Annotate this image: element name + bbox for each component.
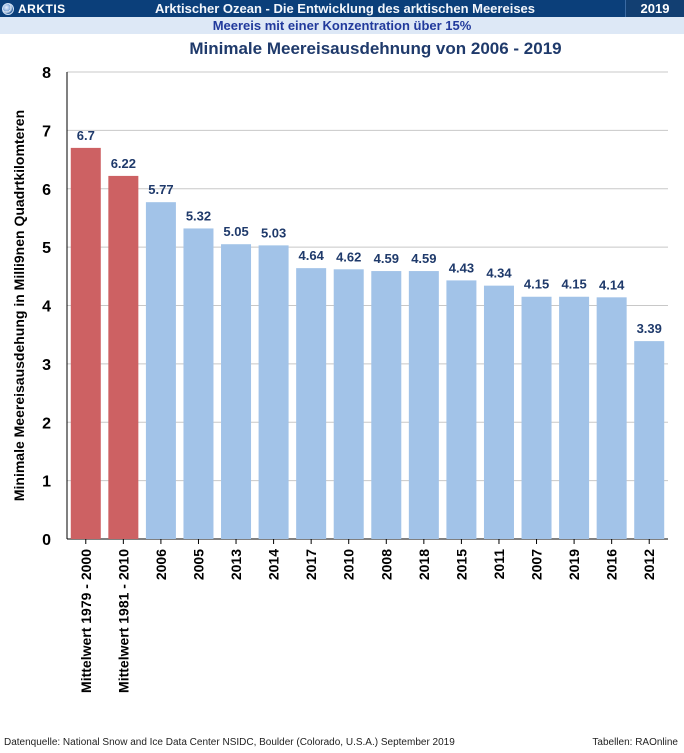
bar xyxy=(521,296,552,539)
x-tick-label: 2014 xyxy=(266,549,282,580)
x-tick-label: 2011 xyxy=(491,549,507,580)
data-label: 4.64 xyxy=(299,248,325,263)
data-source: Datenquelle: National Snow and Ice Data … xyxy=(4,737,455,748)
data-label: 4.62 xyxy=(336,249,361,264)
data-label: 6.7 xyxy=(77,128,95,143)
bar xyxy=(483,285,514,539)
bar xyxy=(183,228,214,539)
data-label: 6.22 xyxy=(111,156,136,171)
y-tick-label: 7 xyxy=(42,123,51,140)
data-label: 4.43 xyxy=(449,260,474,275)
data-label: 4.34 xyxy=(486,266,512,281)
bar xyxy=(70,147,101,539)
y-tick-label: 8 xyxy=(42,65,51,82)
data-label: 4.59 xyxy=(374,251,399,266)
bar xyxy=(446,280,477,539)
year-badge: 2019 xyxy=(625,0,684,17)
x-tick-label: 2010 xyxy=(341,549,357,580)
data-label: 5.32 xyxy=(186,208,211,223)
y-tick-label: 1 xyxy=(42,474,51,491)
x-tick-label: Mittelwert 1979 - 2000 xyxy=(78,549,94,693)
x-tick-label: Mittelwert 1981 - 2010 xyxy=(115,549,131,693)
bar xyxy=(221,244,252,540)
data-label: 3.39 xyxy=(637,321,662,336)
x-tick-label: 2005 xyxy=(190,549,206,580)
y-tick-label: 3 xyxy=(42,357,51,374)
bar xyxy=(371,271,402,539)
y-tick-label: 5 xyxy=(42,240,51,257)
bar xyxy=(145,202,176,539)
bar xyxy=(108,175,139,539)
x-tick-label: 2018 xyxy=(416,549,432,580)
x-tick-label: 2016 xyxy=(604,549,620,580)
x-tick-label: 2006 xyxy=(153,549,169,580)
data-label: 4.15 xyxy=(524,277,549,292)
bar-chart: Minimale Meereisausdehnung von 2006 - 20… xyxy=(11,39,668,693)
chart-title: Minimale Meereisausdehnung von 2006 - 20… xyxy=(189,39,561,58)
bar xyxy=(408,271,439,539)
x-tick-label: 2012 xyxy=(641,549,657,580)
y-tick-label: 6 xyxy=(42,182,51,199)
bar xyxy=(333,269,364,539)
bar xyxy=(296,268,327,539)
data-label: 5.03 xyxy=(261,225,286,240)
data-label: 4.59 xyxy=(411,251,436,266)
credit: Tabellen: RAOnline xyxy=(592,737,678,748)
data-label: 5.05 xyxy=(223,224,248,239)
bar xyxy=(258,245,289,539)
y-tick-label: 2 xyxy=(42,415,51,432)
x-tick-label: 2017 xyxy=(303,549,319,580)
x-tick-label: 2019 xyxy=(566,549,582,580)
brand-label: ARKTIS xyxy=(18,1,66,16)
x-tick-label: 2013 xyxy=(228,549,244,580)
y-axis-label: Minimale Meereisausdehung in Milli9nen Q… xyxy=(11,110,27,501)
bar xyxy=(596,297,627,539)
data-label: 5.77 xyxy=(148,182,173,197)
data-label: 4.15 xyxy=(561,277,586,292)
bar xyxy=(634,341,665,539)
y-tick-label: 0 xyxy=(42,532,51,549)
y-tick-label: 4 xyxy=(42,299,51,316)
data-label: 4.14 xyxy=(599,277,625,292)
globe-icon xyxy=(2,2,14,15)
x-tick-label: 2008 xyxy=(378,549,394,580)
x-tick-label: 2015 xyxy=(453,549,469,580)
header-title: Arktischer Ozean - Die Entwicklung des a… xyxy=(154,1,536,16)
x-tick-label: 2007 xyxy=(529,549,545,580)
bar xyxy=(559,296,590,539)
brand: ARKTIS xyxy=(2,0,66,17)
subtitle-bar: Meereis mit einer Konzentration über 15% xyxy=(0,17,684,34)
header-bar: ARKTIS Arktischer Ozean - Die Entwicklun… xyxy=(0,0,684,17)
